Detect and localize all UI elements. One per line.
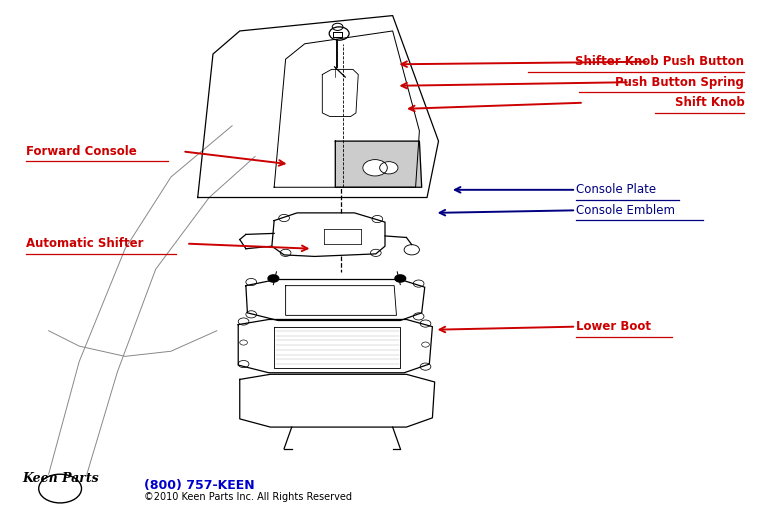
Text: Keen Parts: Keen Parts <box>22 472 99 485</box>
Circle shape <box>395 275 406 282</box>
Circle shape <box>380 162 398 174</box>
Text: Forward Console: Forward Console <box>25 145 136 158</box>
Polygon shape <box>335 141 422 188</box>
Circle shape <box>363 160 387 176</box>
Text: Shift Knob: Shift Knob <box>675 96 745 109</box>
Circle shape <box>268 275 279 282</box>
Text: (800) 757-KEEN: (800) 757-KEEN <box>144 479 255 492</box>
Text: ©2010 Keen Parts Inc. All Rights Reserved: ©2010 Keen Parts Inc. All Rights Reserve… <box>144 492 352 502</box>
Text: Console Emblem: Console Emblem <box>576 204 675 217</box>
Text: Console Plate: Console Plate <box>576 183 656 196</box>
Text: Automatic Shifter: Automatic Shifter <box>25 237 143 250</box>
Text: Shifter Knob Push Button: Shifter Knob Push Button <box>575 55 745 68</box>
Text: Push Button Spring: Push Button Spring <box>615 76 745 89</box>
Text: Lower Boot: Lower Boot <box>576 320 651 333</box>
